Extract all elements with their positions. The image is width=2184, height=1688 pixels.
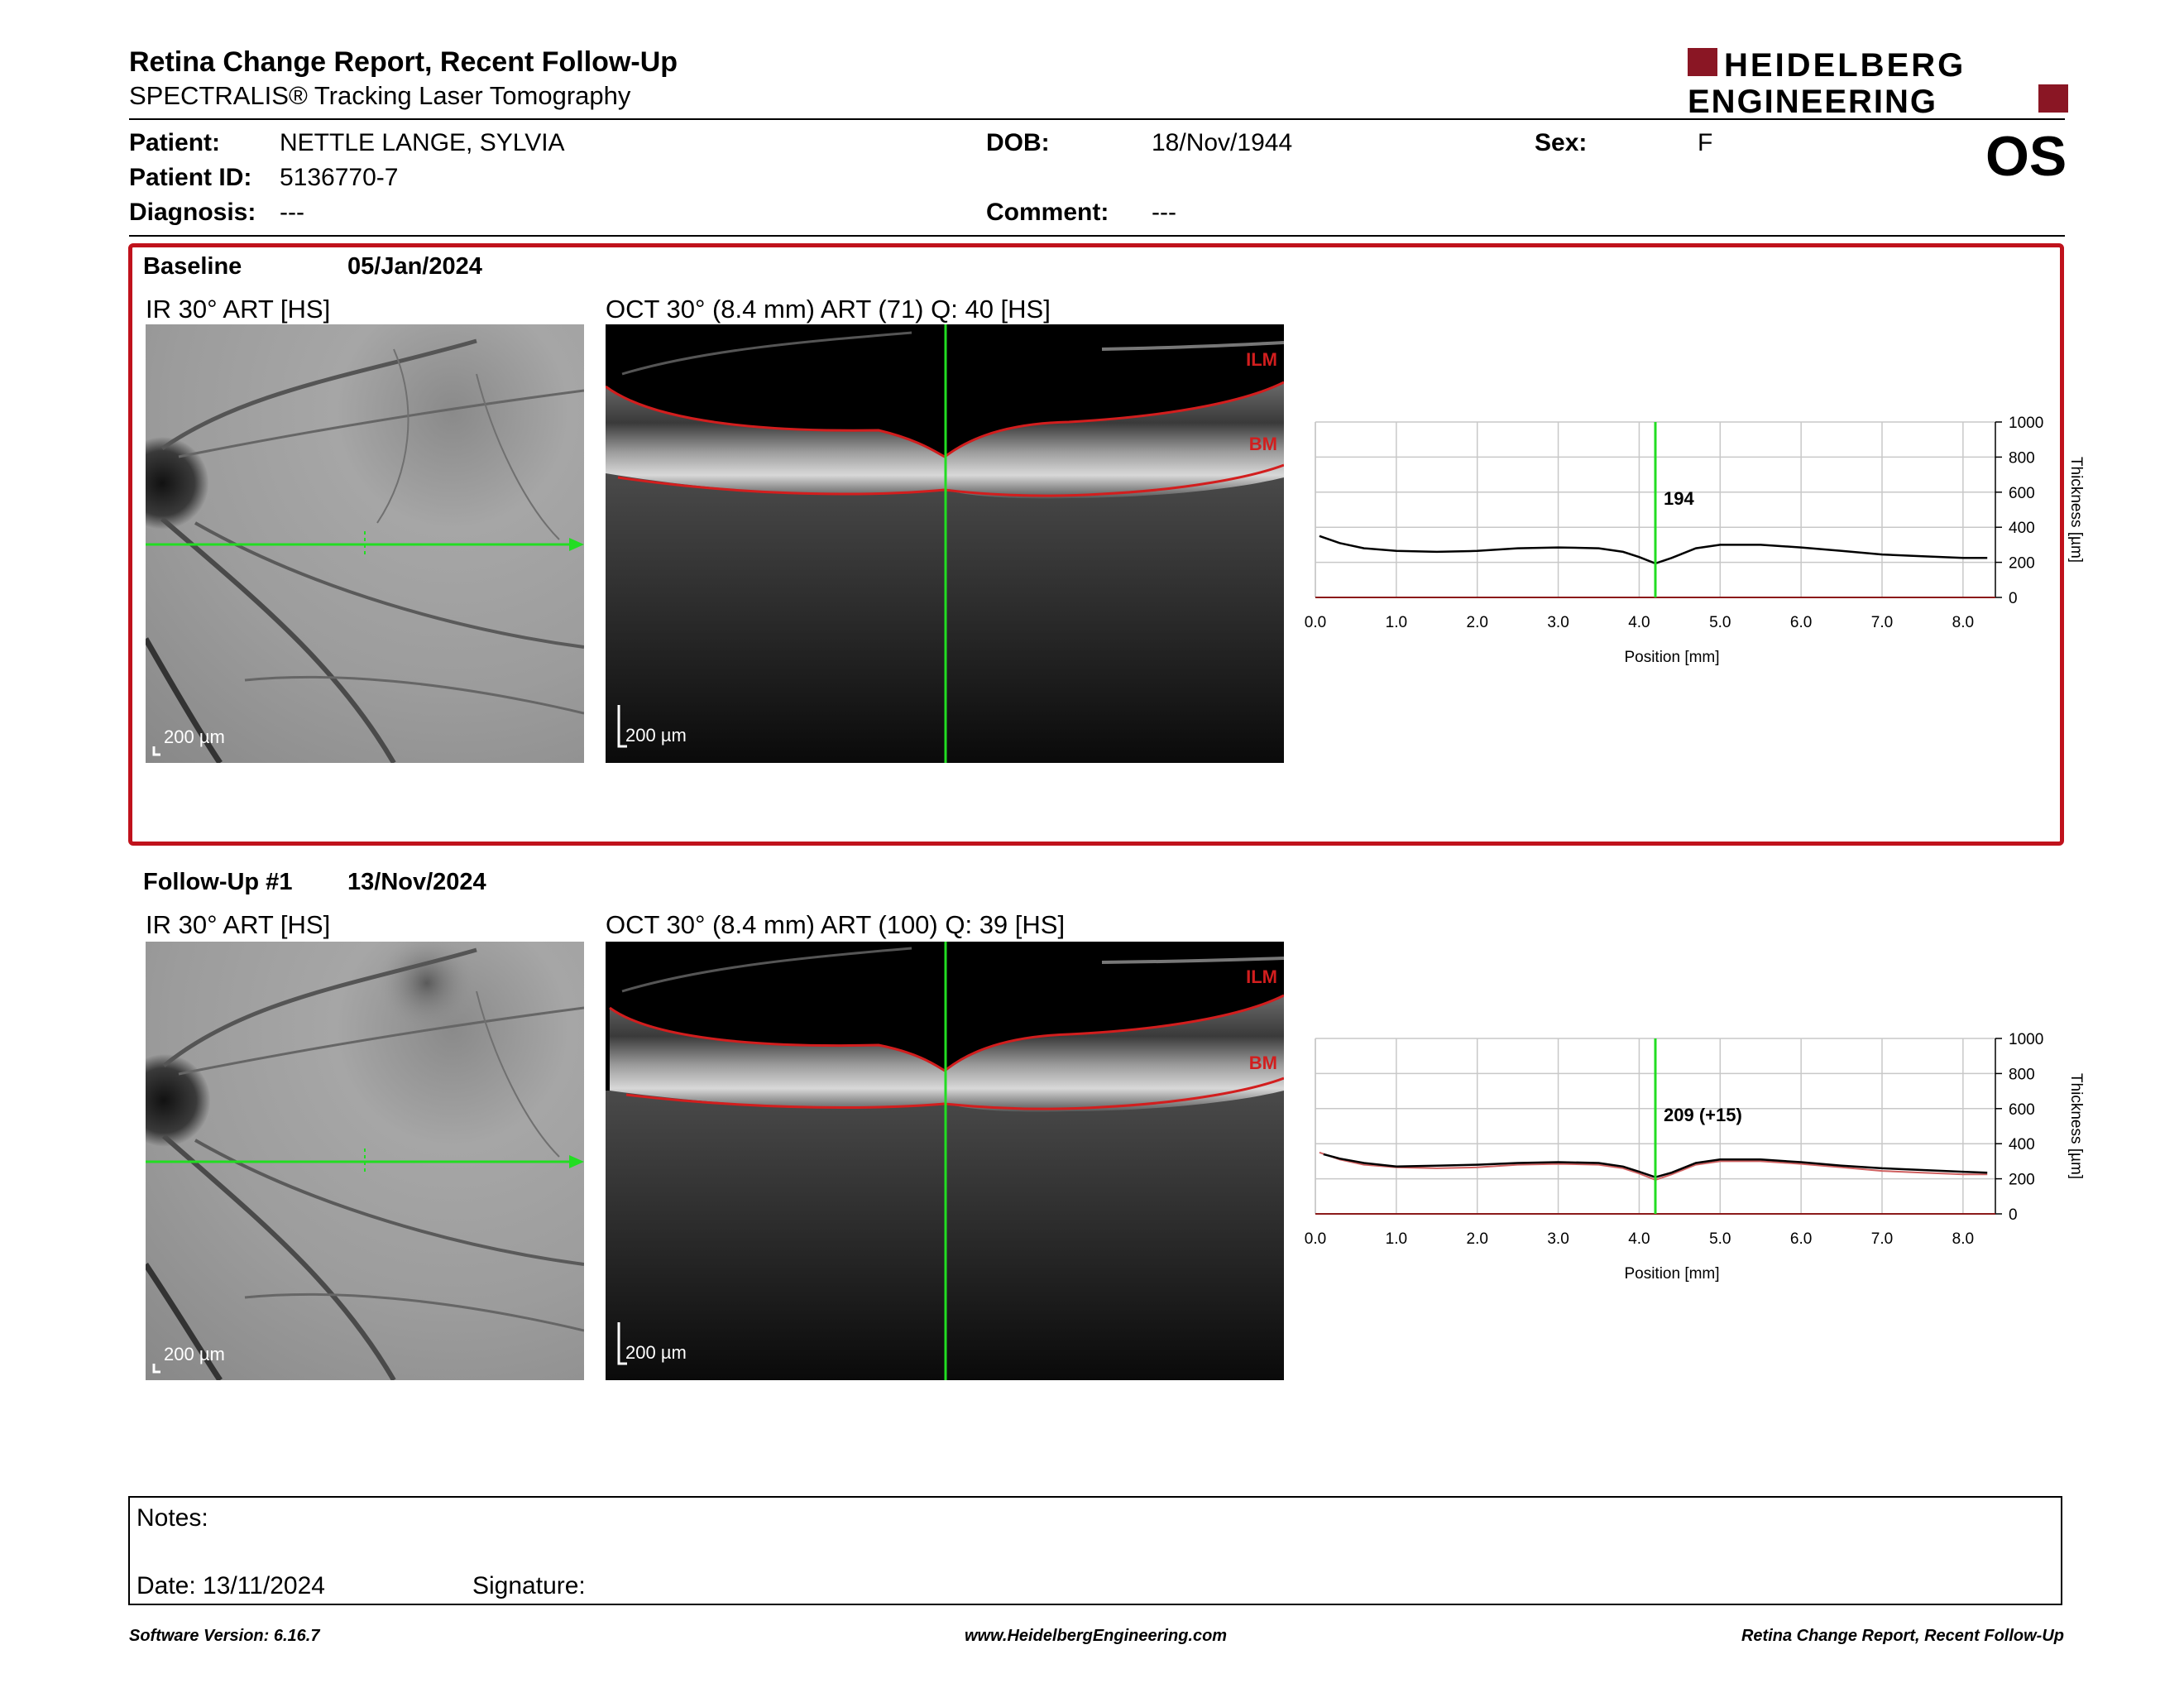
x-tick-label: 1.0: [1386, 614, 1407, 631]
heidelberg-logo: HEIDELBERG ENGINEERING: [1688, 47, 2068, 116]
signature-label: Signature:: [472, 1572, 586, 1599]
followup-label: Follow-Up #1: [143, 869, 293, 895]
baseline-oct-title: OCT 30° (8.4 mm) ART (71) Q: 40 [HS]: [606, 295, 1051, 324]
logo-line2: ENGINEERING: [1688, 84, 1937, 116]
x-axis-label: Position [mm]: [1624, 649, 1719, 666]
baseline-date: 05/Jan/2024: [347, 253, 482, 280]
followup-thickness-chart: 0 200 400 600 800 1000 0.0 1.0 2.0 3.0 4.0 5.0 6.0 7.…: [1305, 1031, 2085, 1283]
baseline-highlight-box: [128, 243, 2064, 846]
patient-name: NETTLE LANGE, SYLVIA: [280, 129, 565, 156]
logo-line1: HEIDELBERG: [1724, 47, 1966, 84]
y-tick-label: 0: [2009, 1206, 2018, 1224]
baseline-ilm-label: ILM: [1246, 349, 1277, 370]
baseline-ir-scale: 200 µm: [164, 727, 225, 747]
comment-label: Comment:: [986, 199, 1109, 226]
notes-label: Notes:: [136, 1504, 208, 1532]
diagnosis-value: ---: [280, 199, 304, 226]
y-tick-label: 400: [2009, 1136, 2035, 1153]
thickness-annotation: 209 (+15): [1664, 1105, 1742, 1125]
x-tick-label: 3.0: [1547, 1230, 1569, 1248]
baseline-ir-title: IR 30° ART [HS]: [146, 295, 331, 324]
website-link[interactable]: www.HeidelbergEngineering.com: [965, 1627, 1228, 1645]
x-tick-label: 1.0: [1386, 1230, 1407, 1248]
diagnosis-label: Diagnosis:: [129, 199, 256, 226]
sex-label: Sex:: [1535, 129, 1588, 156]
x-tick-label: 5.0: [1709, 1230, 1731, 1248]
baseline-ir-fundus-image: [146, 324, 584, 763]
y-tick-label: 200: [2009, 1172, 2035, 1189]
x-tick-label: 6.0: [1790, 614, 1812, 631]
followup-oct-scale: 200 µm: [625, 1342, 687, 1363]
report-title: Retina Change Report, Recent Follow-Up: [129, 46, 678, 78]
followup-ir-scale: 200 µm: [164, 1344, 225, 1364]
baseline-label: Baseline: [143, 253, 242, 280]
y-tick-label: 800: [2009, 449, 2035, 467]
baseline-oct-scale: 200 µm: [625, 725, 687, 746]
x-tick-label: 0.0: [1305, 1230, 1326, 1248]
notes-date: Date: 13/11/2024: [136, 1572, 325, 1599]
x-tick-label: 2.0: [1467, 614, 1488, 631]
thickness-annotation: 194: [1664, 488, 1694, 509]
baseline-thickness-chart: 0 200 400 600 800 1000 0.0 1.0 2.0 3.0 4.0 5.0 6.0 7.…: [1305, 415, 2085, 666]
dob-value: 18/Nov/1944: [1152, 129, 1293, 156]
y-axis-label: Thickness [µm]: [2067, 457, 2085, 563]
notes-box[interactable]: Notes: Date: 13/11/2024 Signature:: [128, 1496, 2062, 1605]
thickness-series-line: [1319, 535, 1988, 565]
followup-oct-bscan-image: ILM BM: [606, 942, 1284, 1380]
x-tick-label: 2.0: [1467, 1230, 1488, 1248]
y-tick-label: 600: [2009, 1101, 2035, 1119]
sex-value: F: [1698, 129, 1713, 156]
x-tick-label: 3.0: [1547, 614, 1569, 631]
x-tick-label: 6.0: [1790, 1230, 1812, 1248]
dob-label: DOB:: [986, 129, 1050, 156]
thickness-series-line: [1319, 1151, 1988, 1181]
y-tick-label: 200: [2009, 555, 2035, 573]
followup-date: 13/Nov/2024: [347, 869, 486, 895]
y-tick-label: 400: [2009, 520, 2035, 537]
y-tick-label: 600: [2009, 485, 2035, 502]
patient-id-label: Patient ID:: [129, 164, 252, 191]
patient-label: Patient:: [129, 129, 221, 156]
comment-value: ---: [1152, 199, 1176, 226]
x-tick-label: 4.0: [1628, 1230, 1650, 1248]
y-tick-label: 1000: [2009, 1031, 2043, 1048]
x-tick-label: 7.0: [1871, 614, 1893, 631]
followup-ilm-label: ILM: [1246, 966, 1277, 987]
followup-ir-fundus-image: [146, 942, 584, 1380]
x-tick-label: 8.0: [1952, 614, 1974, 631]
software-version: Software Version: 6.16.7: [129, 1627, 320, 1645]
x-tick-label: 7.0: [1871, 1230, 1893, 1248]
footer-report-name: Retina Change Report, Recent Follow-Up: [1741, 1627, 2064, 1645]
x-tick-label: 4.0: [1628, 614, 1650, 631]
baseline-oct-bscan-image: ILM BM: [606, 324, 1284, 763]
x-tick-label: 0.0: [1305, 614, 1326, 631]
eye-label: OS: [1985, 125, 2067, 188]
patient-id: 5136770-7: [280, 164, 399, 191]
thickness-series-line: [1323, 1153, 1988, 1179]
followup-bm-label: BM: [1249, 1053, 1277, 1073]
y-tick-label: 800: [2009, 1066, 2035, 1083]
followup-oct-title: OCT 30° (8.4 mm) ART (100) Q: 39 [HS]: [606, 910, 1066, 939]
y-tick-label: 0: [2009, 590, 2018, 607]
y-tick-label: 1000: [2009, 415, 2043, 432]
report-subtitle: SPECTRALIS® Tracking Laser Tomography: [129, 81, 631, 110]
baseline-bm-label: BM: [1249, 434, 1277, 454]
y-axis-label: Thickness [µm]: [2067, 1073, 2085, 1179]
x-tick-label: 8.0: [1952, 1230, 1974, 1248]
followup-ir-title: IR 30° ART [HS]: [146, 910, 331, 939]
x-axis-label: Position [mm]: [1624, 1265, 1719, 1283]
x-tick-label: 5.0: [1709, 614, 1731, 631]
